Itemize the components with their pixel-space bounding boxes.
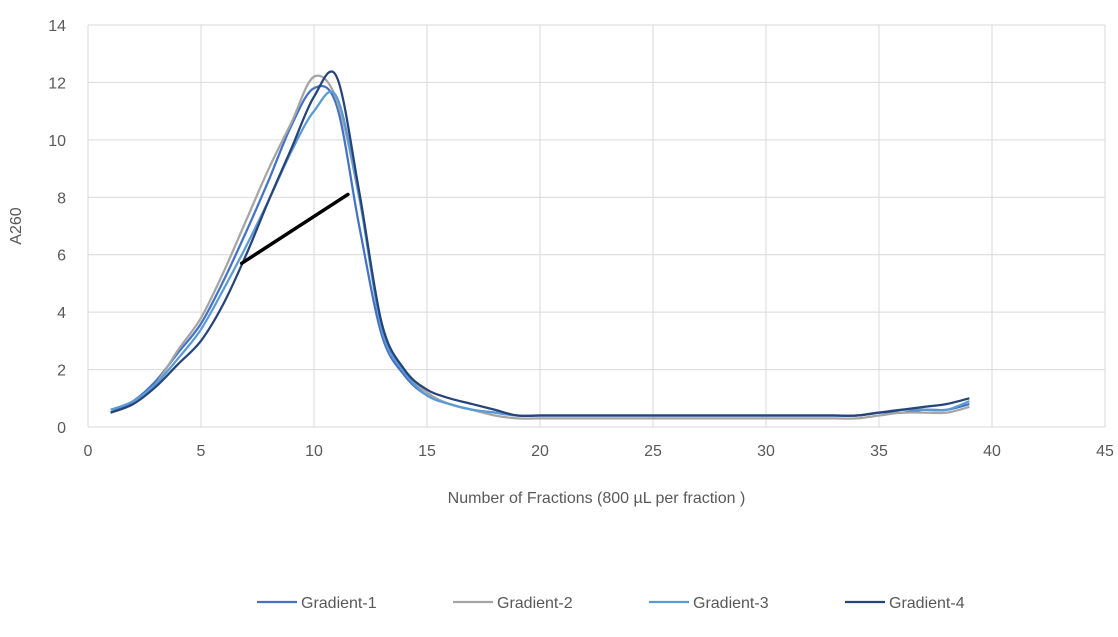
annotation-line <box>239 192 350 266</box>
y-tick-label: 8 <box>57 190 66 207</box>
x-tick-label: 35 <box>870 443 888 460</box>
legend-label-2: Gradient-2 <box>497 595 573 612</box>
x-tick-label: 10 <box>305 443 323 460</box>
legend-label-3: Gradient-3 <box>693 595 769 612</box>
y-tick-label: 14 <box>48 18 66 35</box>
x-tick-labels: 0 5 10 15 20 25 30 35 40 45 <box>84 443 1114 460</box>
y-tick-label: 2 <box>57 363 66 380</box>
series-line-4 <box>110 70 970 418</box>
x-tick-label: 15 <box>418 443 436 460</box>
x-tick-label: 5 <box>197 443 206 460</box>
x-tick-label: 20 <box>531 443 549 460</box>
x-tick-label: 45 <box>1096 443 1114 460</box>
legend: Gradient-1 Gradient-2 Gradient-3 Gradient-4 <box>257 595 965 612</box>
series-line-2 <box>110 74 970 420</box>
x-axis-label: Number of Fractions (800 µL per fraction… <box>448 490 746 507</box>
grid <box>87 24 1106 428</box>
y-tick-labels: 0 2 4 6 8 10 12 14 <box>48 18 66 437</box>
y-tick-label: 0 <box>57 420 66 437</box>
y-axis-label: A260 <box>8 207 25 244</box>
x-tick-label: 0 <box>84 443 93 460</box>
y-tick-label: 10 <box>48 133 66 150</box>
x-tick-label: 30 <box>757 443 775 460</box>
y-tick-label: 4 <box>57 305 66 322</box>
legend-label-4: Gradient-4 <box>889 595 965 612</box>
x-tick-label: 40 <box>983 443 1001 460</box>
y-tick-label: 12 <box>48 75 66 92</box>
x-tick-label: 25 <box>644 443 662 460</box>
y-tick-label: 6 <box>57 248 66 265</box>
series-lines <box>110 70 970 420</box>
legend-label-1: Gradient-1 <box>301 595 377 612</box>
annotation <box>239 192 350 266</box>
